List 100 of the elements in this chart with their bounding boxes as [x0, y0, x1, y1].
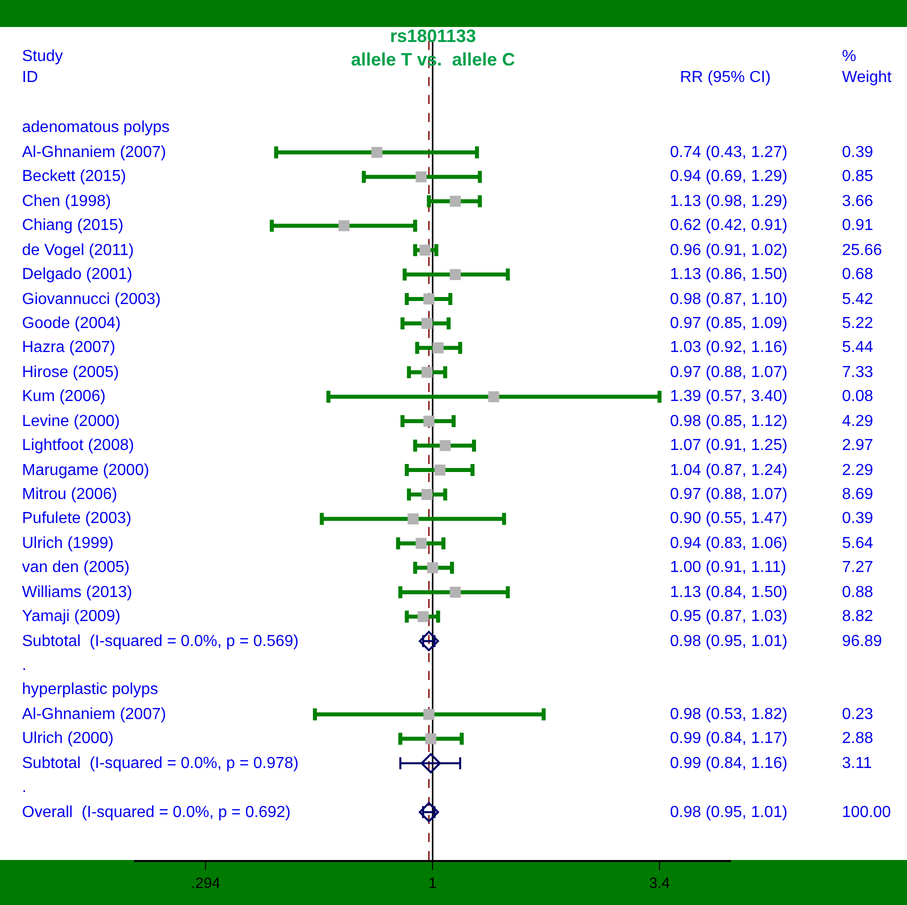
y-tick-label: Chen (1998) [22, 193, 111, 210]
annotation: 0.97 (0.88, 1.07) [670, 486, 788, 503]
text: 0.39 [842, 510, 874, 527]
annotation: 0.94 (0.83, 1.06) [670, 535, 788, 552]
text: 0.39 [842, 144, 874, 161]
point [423, 708, 434, 720]
point [421, 366, 432, 378]
x-tick-label: .294 [191, 874, 220, 892]
text: 0.23 [842, 706, 874, 723]
text: 2.29 [842, 462, 874, 479]
point [420, 753, 441, 774]
annotation: 0.98 (0.95, 1.01) [670, 804, 788, 821]
point [421, 488, 432, 500]
text: 8.82 [842, 608, 874, 625]
annotation: 0.98 (0.87, 1.10) [670, 291, 788, 308]
y-tick-label: Williams (2013) [22, 584, 132, 601]
text: 2.88 [842, 730, 874, 747]
point [440, 440, 451, 452]
annotation: 0.74 (0.43, 1.27) [670, 144, 788, 161]
text: 7.33 [842, 364, 874, 381]
y-tick-label: Chiang (2015) [22, 217, 124, 234]
point [425, 733, 436, 744]
point [418, 630, 439, 652]
y-tick-label: Al-Ghnaniem (2007) [22, 706, 166, 723]
annotation: 0.98 (0.85, 1.12) [670, 413, 788, 430]
text: 0.68 [842, 266, 874, 283]
y-tick-label: Ulrich (1999) [22, 535, 114, 552]
text: 4.29 [842, 413, 874, 430]
y-axis-title: Study ID [22, 48, 63, 86]
y-tick-label: Goode (2004) [22, 315, 121, 332]
annotation: 1.04 (0.87, 1.24) [670, 462, 788, 479]
y-tick-label: . [22, 779, 26, 796]
annotation: 0.90 (0.55, 1.47) [670, 510, 788, 527]
point [416, 171, 427, 182]
x-tick-label: 1 [428, 874, 437, 892]
y-tick-label: Levine (2000) [22, 413, 120, 430]
point [450, 269, 461, 280]
point [450, 196, 461, 207]
point [408, 513, 419, 524]
y-tick-label: Yamaji (2009) [22, 608, 120, 625]
y-tick-label: . [22, 657, 26, 674]
point [434, 464, 446, 476]
annotation: 1.13 (0.86, 1.50) [670, 266, 788, 283]
y-tick-label: Kum (2006) [22, 388, 106, 405]
annotation: 0.98 (0.95, 1.01) [670, 633, 788, 650]
y-tick-label: Hazra (2007) [22, 339, 116, 356]
point [418, 802, 439, 822]
annotation: 0.95 (0.87, 1.03) [670, 608, 788, 625]
text: 8.69 [842, 486, 874, 503]
annotation: 0.94 (0.69, 1.29) [670, 168, 788, 185]
text: 96.89 [842, 633, 882, 650]
point [427, 562, 438, 574]
annotation: 0.97 (0.85, 1.09) [670, 315, 788, 332]
text: 100.00 [842, 804, 892, 821]
y-tick-label: Delgado (2001) [22, 266, 132, 283]
y-tick-label: Beckett (2015) [22, 168, 126, 185]
annotation: 1.13 (0.98, 1.29) [670, 193, 788, 210]
annotation: 0.99 (0.84, 1.17) [670, 730, 788, 747]
y-tick-label: Pufulete (2003) [22, 510, 132, 527]
y-tick-label: van den (2005) [22, 559, 130, 576]
y-tick-label: de Vogel (2011) [22, 242, 134, 259]
text: % Weight [842, 48, 892, 86]
y-tick-label: hyperplastic polyps [22, 681, 158, 698]
annotation: 1.00 (0.91, 1.11) [670, 559, 786, 576]
y-tick-label: Mitrou (2006) [22, 486, 118, 503]
text: 5.42 [842, 291, 874, 308]
annotation: 0.62 (0.42, 0.91) [670, 217, 788, 234]
y-tick-label: Hirose (2005) [22, 364, 119, 381]
text: 0.91 [842, 217, 874, 234]
point [418, 611, 429, 622]
text: 5.64 [842, 535, 874, 552]
y-tick-label: Overall (I-squared = 0.0%, p = 0.692) [22, 804, 291, 821]
annotation: 0.99 (0.84, 1.16) [670, 755, 788, 772]
y-tick-label: adenomatous polyps [22, 119, 170, 136]
text: 0.85 [842, 168, 874, 185]
point [420, 244, 431, 256]
point [416, 538, 427, 549]
y-tick-label: Subtotal (I-squared = 0.0%, p = 0.569) [22, 633, 299, 650]
annotation: 0.97 (0.88, 1.07) [670, 364, 788, 381]
annotation: 1.07 (0.91, 1.25) [670, 437, 788, 454]
y-tick-label: Al-Ghnaniem (2007) [22, 144, 166, 161]
annotation: 1.03 (0.92, 1.16) [670, 339, 788, 356]
annotation: 1.39 (0.57, 3.40) [670, 388, 788, 405]
text: 3.11 [842, 755, 872, 772]
y-tick-label: Ulrich (2000) [22, 730, 114, 747]
point [423, 416, 434, 427]
text: 0.88 [842, 584, 874, 601]
point [421, 318, 432, 329]
y-tick-label: Giovannucci (2003) [22, 291, 161, 308]
text: RR (95% CI) [680, 69, 771, 86]
point [432, 342, 444, 354]
text: 5.22 [842, 315, 874, 332]
y-tick-label: Marugame (2000) [22, 462, 150, 479]
text: 7.27 [842, 559, 874, 576]
point [423, 294, 434, 304]
text: 2.97 [842, 437, 874, 454]
point [450, 586, 461, 598]
text: 0.08 [842, 388, 874, 405]
y-tick-label: Lightfoot (2008) [22, 437, 134, 454]
annotation: 1.13 (0.84, 1.50) [670, 584, 788, 601]
